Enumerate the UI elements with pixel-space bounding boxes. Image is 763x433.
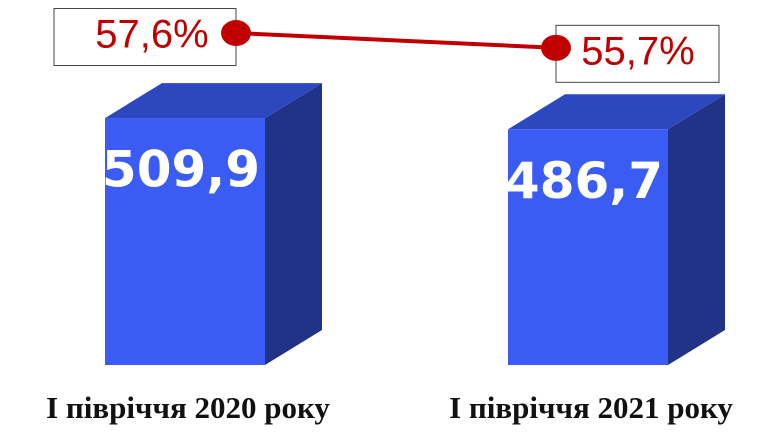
line-value-label: 55,7% (581, 29, 694, 73)
line-point (221, 20, 251, 47)
bar-top (105, 83, 322, 119)
x-tick-label: I півріччя 2020 року (46, 390, 330, 425)
line (235, 31, 557, 50)
bar-side (265, 83, 322, 365)
line-value-label: 57,6% (95, 13, 208, 57)
bar-top (508, 94, 725, 130)
bar-value-label: 509,9 (102, 141, 260, 199)
x-tick-label: I півріччя 2021 року (449, 390, 733, 425)
bar-value-label: 486,7 (505, 152, 663, 210)
bar (508, 129, 668, 365)
bar (105, 118, 265, 365)
data-label-box (555, 24, 720, 83)
line-point (541, 34, 571, 61)
data-label-box (53, 8, 237, 67)
bar-side (668, 94, 725, 365)
